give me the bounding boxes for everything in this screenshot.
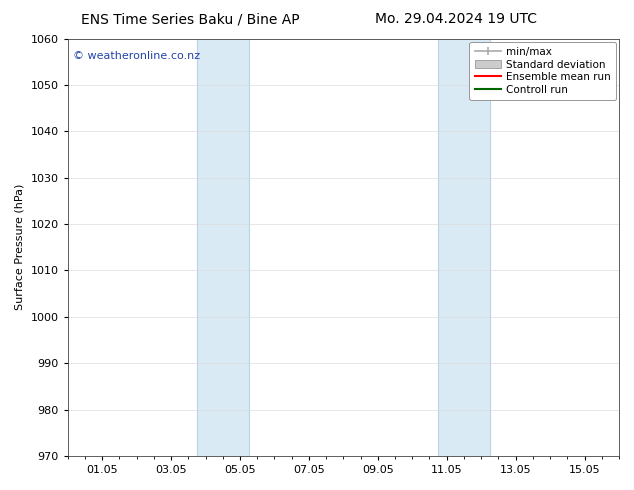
Bar: [438, 39, 490, 456]
Bar: [197, 39, 249, 456]
Y-axis label: Surface Pressure (hPa): Surface Pressure (hPa): [15, 184, 25, 311]
Text: © weatheronline.co.nz: © weatheronline.co.nz: [73, 51, 200, 61]
Text: Mo. 29.04.2024 19 UTC: Mo. 29.04.2024 19 UTC: [375, 12, 538, 26]
Legend: min/max, Standard deviation, Ensemble mean run, Controll run: min/max, Standard deviation, Ensemble me…: [469, 42, 616, 100]
Text: ENS Time Series Baku / Bine AP: ENS Time Series Baku / Bine AP: [81, 12, 299, 26]
